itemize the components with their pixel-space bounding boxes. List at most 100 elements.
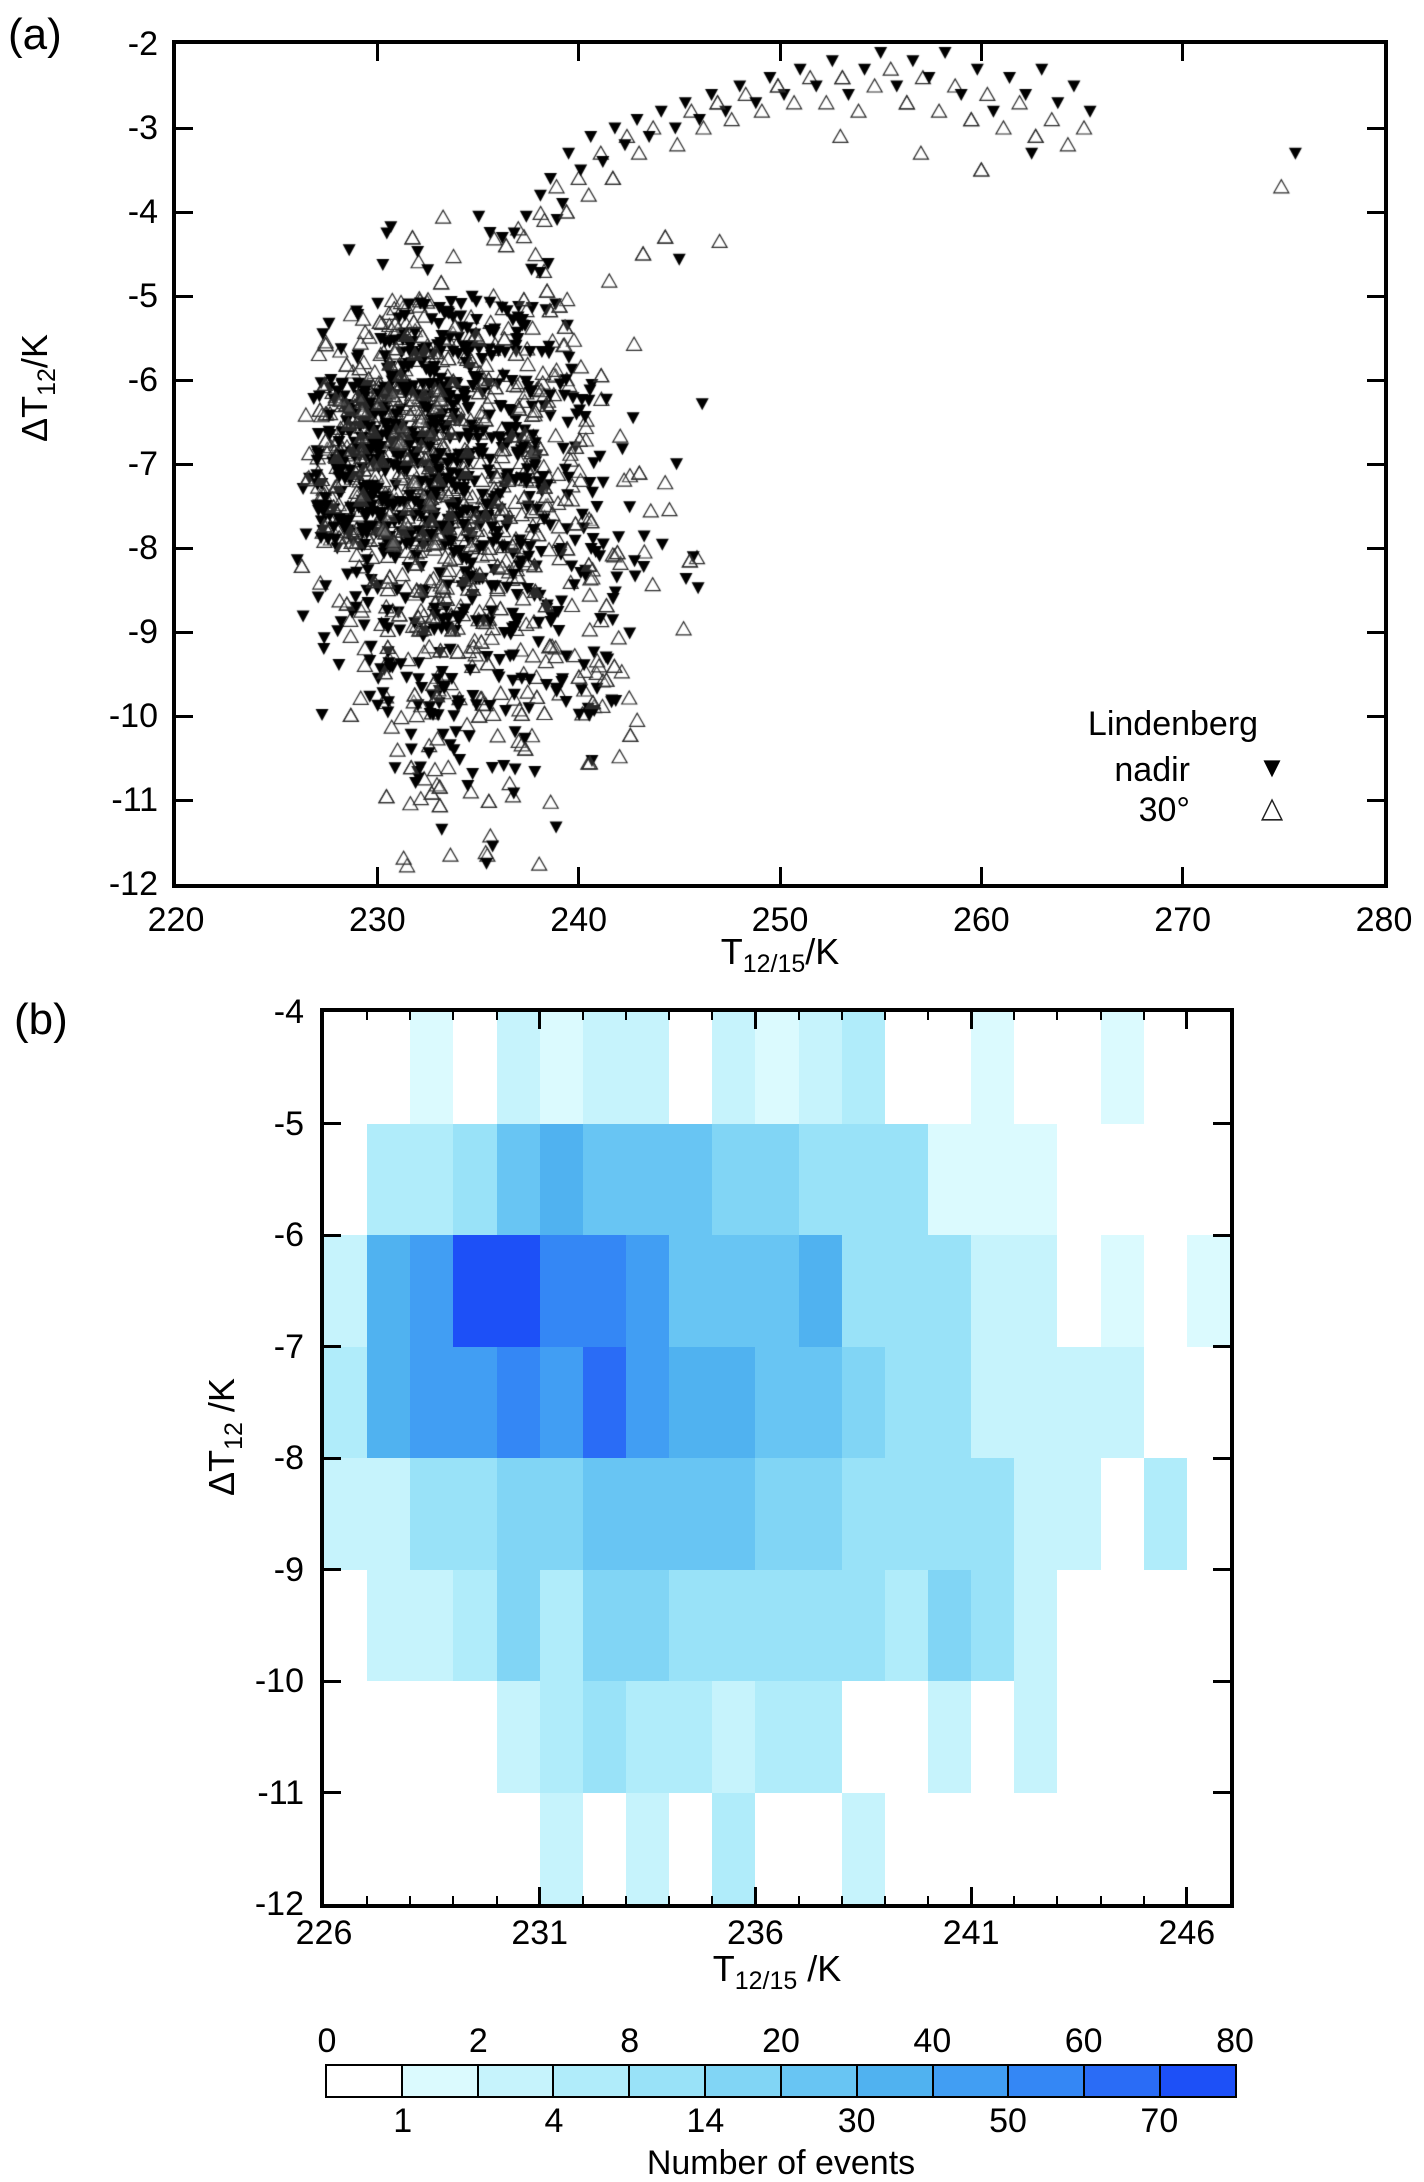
heatmap-cell	[712, 1681, 756, 1793]
x-tick	[577, 867, 581, 884]
y-tick	[176, 462, 193, 466]
y-tick	[176, 798, 193, 802]
y-tick	[176, 630, 193, 634]
heatmap-cell	[841, 1012, 885, 1124]
y-tick-label: -9	[273, 1550, 304, 1589]
x-minor-tick-mirror	[1099, 1012, 1102, 1020]
x-minor-tick	[409, 1896, 412, 1904]
x-title-sub-a: 12/15	[742, 950, 806, 979]
heatmap-cell	[755, 1569, 799, 1681]
heatmap-cell	[1143, 1012, 1187, 1124]
y-tick-mirror	[1367, 546, 1384, 550]
heatmap-cell	[582, 1681, 626, 1793]
heatmap-cell	[1143, 1458, 1187, 1570]
colorbar-bottom-label: 14	[686, 2102, 725, 2140]
heatmap-cell	[841, 1681, 885, 1793]
heatmap-cell	[582, 1792, 626, 1904]
y-tick-mirror	[1213, 1679, 1230, 1683]
heatmap-cell	[625, 1012, 670, 1124]
heatmap-cell	[453, 1458, 497, 1570]
x-minor-tick-mirror	[883, 1012, 886, 1020]
x-tick-label: 270	[1154, 901, 1212, 939]
heatmap-cell	[324, 1346, 368, 1458]
legend-title: Lindenberg	[1087, 705, 1259, 743]
heatmap-cell	[453, 1012, 497, 1124]
heatmap-cell	[367, 1792, 411, 1904]
heatmap-cell	[539, 1681, 583, 1793]
x-minor-tick-mirror	[495, 1012, 498, 1020]
heatmap-cell	[669, 1235, 713, 1347]
y-tick	[324, 1568, 341, 1571]
x-minor-tick	[1142, 1896, 1145, 1904]
y-tick-label: -10	[108, 697, 158, 735]
heatmap-cell	[971, 1346, 1015, 1458]
y-tick	[176, 714, 193, 718]
y-tick	[324, 1122, 341, 1125]
y-tick-label: -12	[108, 865, 158, 903]
heatmap-cell	[1014, 1346, 1058, 1458]
heatmap-cell	[324, 1235, 368, 1347]
heatmap-cell	[927, 1458, 972, 1570]
heatmap-cell	[841, 1569, 885, 1681]
x-minor-tick	[366, 1896, 369, 1904]
y-tick	[324, 1456, 341, 1460]
x-tick	[375, 867, 379, 884]
y-tick-label: -6	[273, 1216, 304, 1254]
x-tick-mirror	[979, 44, 983, 61]
heatmap-cell	[1143, 1792, 1187, 1904]
heatmap-cell	[971, 1235, 1015, 1347]
heatmap-cell	[884, 1235, 928, 1347]
heatmap-cell	[971, 1569, 1015, 1681]
x-minor-tick	[883, 1896, 886, 1904]
y-tick-mirror	[1213, 1233, 1230, 1237]
heatmap-cell	[496, 1012, 540, 1124]
heatmap-cell	[410, 1235, 454, 1347]
open-up-triangle-icon: △	[1260, 792, 1284, 824]
heatmap-cell	[798, 1012, 842, 1124]
panel-b-y-axis-title: ΔT12 /K	[201, 1378, 249, 1496]
heatmap-cell	[1014, 1235, 1058, 1347]
heatmap-cell	[841, 1346, 885, 1458]
heatmap-cell	[1186, 1681, 1230, 1793]
heatmap-cell	[1057, 1569, 1101, 1681]
x-tick-mirror	[538, 1012, 542, 1029]
x-tick-mirror	[1181, 44, 1185, 61]
colorbar-bottom-label: 70	[1140, 2102, 1179, 2140]
heatmap-cell	[1186, 1569, 1230, 1681]
heatmap-cell	[367, 1346, 411, 1458]
heatmap-cell	[669, 1123, 713, 1235]
heatmap-cell	[841, 1458, 885, 1570]
colorbar-bottom-label: 4	[544, 2102, 564, 2140]
panel-a-plot-area	[172, 40, 1388, 888]
heatmap-cell	[539, 1123, 583, 1235]
heatmap-cell	[884, 1123, 928, 1235]
heatmap-cell	[625, 1458, 670, 1570]
heatmap-cell	[1057, 1235, 1101, 1347]
heatmap-cell	[927, 1012, 972, 1124]
x-minor-tick-mirror	[1056, 1012, 1059, 1020]
heatmap-cell	[884, 1681, 928, 1793]
colorbar-top-label: 80	[1216, 2022, 1254, 2060]
heatmap-cell	[971, 1458, 1015, 1570]
colorbar-top-label: 60	[1064, 2022, 1103, 2060]
heatmap-cell	[1014, 1569, 1058, 1681]
x-tick-label: 226	[295, 1914, 353, 1952]
x-minor-tick	[927, 1896, 929, 1904]
heatmap-cell	[496, 1235, 540, 1347]
heatmap-cell	[1100, 1123, 1144, 1235]
y-tick-label: -9	[127, 613, 158, 651]
y-tick	[176, 378, 193, 382]
heatmap-cell	[410, 1569, 454, 1681]
heatmap-cell	[625, 1123, 670, 1235]
heatmap-cell	[1014, 1123, 1058, 1235]
y-tick-mirror	[1213, 1568, 1230, 1571]
heatmap-cell	[367, 1012, 411, 1124]
x-tick-mirror	[577, 44, 581, 61]
x-minor-tick	[581, 1896, 584, 1904]
heatmap-cell	[1143, 1681, 1187, 1793]
heatmap-cell	[1100, 1458, 1144, 1570]
x-minor-tick	[625, 1896, 627, 1904]
heatmap-cell	[582, 1235, 626, 1347]
x-minor-tick	[495, 1896, 498, 1904]
heatmap-cell	[971, 1792, 1015, 1904]
